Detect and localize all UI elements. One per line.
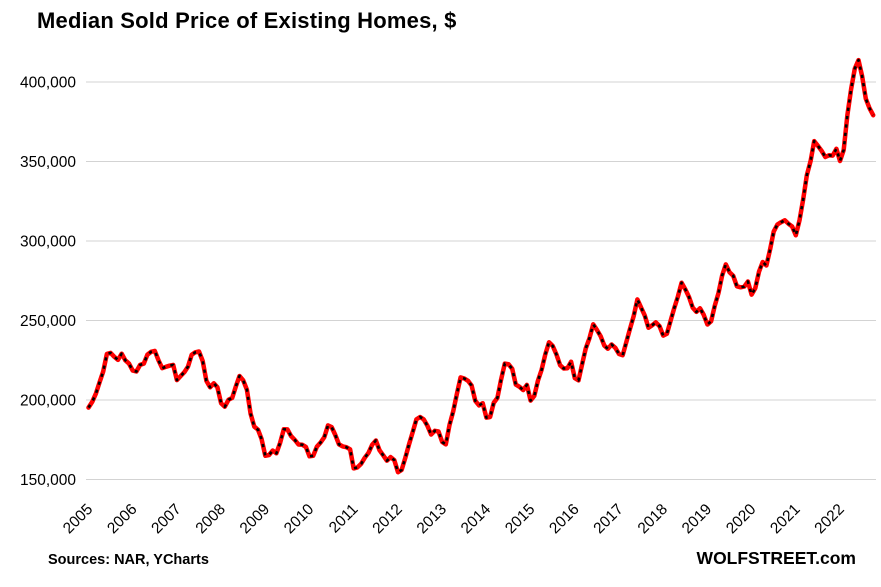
y-axis-tick-label: 400,000 (20, 75, 76, 92)
x-axis-tick-label: 2007 (148, 501, 184, 537)
x-axis-tick-label: 2011 (326, 501, 362, 537)
x-axis-tick-label: 2021 (767, 501, 803, 537)
x-axis-tick-label: 2017 (590, 501, 626, 537)
x-axis-tick-label: 2014 (458, 501, 495, 538)
x-axis-tick-label: 2010 (281, 501, 318, 538)
x-axis-tick-label: 2005 (60, 501, 96, 537)
x-axis-tick-label: 2012 (369, 501, 405, 537)
y-axis-tick-label: 350,000 (20, 154, 76, 171)
x-axis-tick-label: 2006 (104, 501, 140, 537)
chart-title: Median Sold Price of Existing Homes, $ (37, 8, 457, 33)
x-axis-tick-label: 2015 (502, 501, 538, 537)
price-line-dash-overlay (87, 58, 875, 474)
y-axis-tick-label: 200,000 (20, 393, 76, 410)
x-axis-tick-label: 2008 (193, 501, 229, 537)
y-axis-tick-label: 150,000 (20, 472, 76, 489)
x-axis-tick-label: 2018 (635, 501, 671, 537)
x-axis-tick-label: 2009 (237, 501, 273, 537)
y-axis-tick-label: 250,000 (20, 313, 76, 330)
price-line (86, 57, 876, 475)
x-axis-tick-label: 2020 (723, 501, 760, 538)
x-axis-tick-label: 2022 (811, 501, 847, 537)
wolfstreet-branding: WOLFSTREET.com (696, 548, 856, 568)
y-axis-tick-label: 300,000 (20, 234, 76, 251)
x-axis-tick-label: 2013 (414, 501, 450, 537)
x-axis-tick-label: 2016 (546, 501, 582, 537)
x-axis-tick-label: 2019 (679, 501, 715, 537)
sources-note: Sources: NAR, YCharts (48, 552, 209, 568)
